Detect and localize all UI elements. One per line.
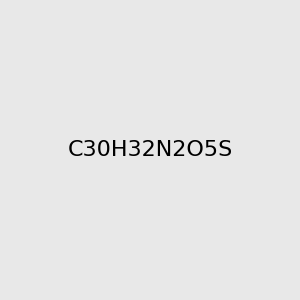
Text: C30H32N2O5S: C30H32N2O5S: [68, 140, 232, 160]
